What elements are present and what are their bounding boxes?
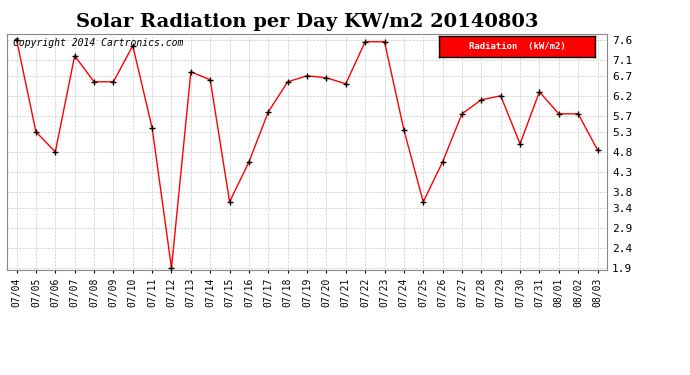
Text: Copyright 2014 Cartronics.com: Copyright 2014 Cartronics.com: [13, 39, 184, 48]
Title: Solar Radiation per Day KW/m2 20140803: Solar Radiation per Day KW/m2 20140803: [76, 13, 538, 31]
